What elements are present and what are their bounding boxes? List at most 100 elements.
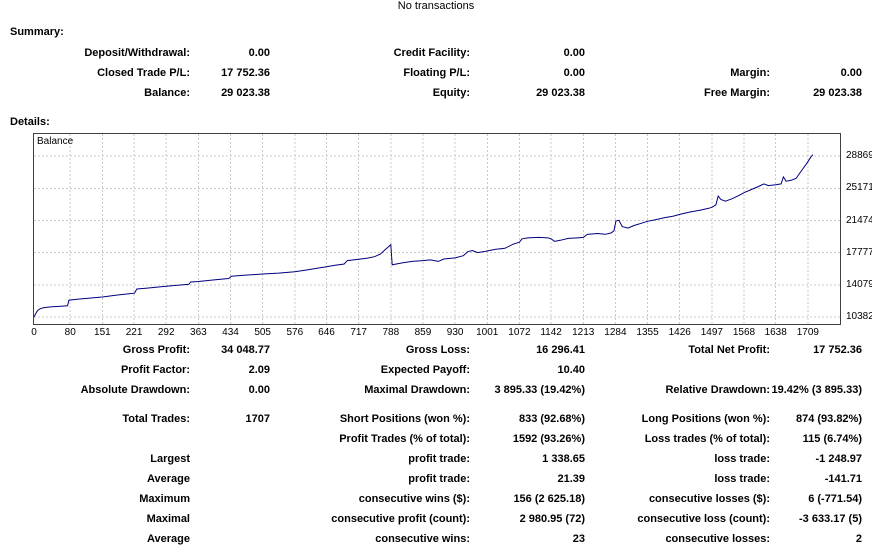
stat-label: Balance: — [144, 87, 190, 99]
balance-chart: Balance 10382 14079 17777 21474 25171 28869 0… — [31, 133, 872, 340]
stat-value: 0.00 — [563, 67, 585, 79]
table-row: Profit Factor: 2.09 Expected Payoff: 10.40 — [0, 360, 862, 380]
balance-line — [34, 154, 814, 318]
stat-value: 21.39 — [557, 473, 585, 485]
chart-plot-area: Balance — [33, 133, 841, 325]
x-axis-label: 576 — [286, 327, 304, 338]
summary-title: Summary: — [10, 26, 64, 38]
table-row: Largest profit trade: 1 338.65 loss trade: -… — [0, 449, 862, 469]
x-axis-label: 1142 — [540, 327, 562, 338]
stat-label: Loss trades (% of total): — [644, 433, 770, 445]
stat-value: 3 895.33 (19.42%) — [494, 384, 585, 396]
stat-label: consecutive losses: — [665, 533, 770, 545]
stat-value: 6 (-771.54) — [808, 493, 862, 505]
table-row: Maximum consecutive wins ($): 156 (2 625.1… — [0, 489, 862, 509]
stat-label: Gross Loss: — [405, 344, 470, 356]
y-axis-label: 17777 — [846, 246, 872, 258]
stat-label: Largest — [150, 453, 190, 465]
stat-value: 1592 (93.26%) — [512, 433, 585, 445]
x-axis-label: 1355 — [636, 327, 659, 338]
stat-value: 29 023.38 — [813, 87, 862, 99]
stat-value: 19.42% (3 895.33) — [771, 384, 862, 396]
stat-value: 0.00 — [248, 384, 270, 396]
stat-label: consecutive wins: — [375, 533, 470, 545]
table-row: Maximal consecutive profit (count): 2 980.… — [0, 509, 862, 529]
table-row: Profit Trades (% of total): 1592 (93.26%)… — [0, 429, 862, 449]
stat-value: 2 — [855, 533, 862, 545]
y-axis-label: 14079 — [846, 278, 872, 290]
stat-label: Absolute Drawdown: — [80, 384, 190, 396]
stat-value: 29 023.38 — [536, 87, 585, 99]
y-axis-label: 25171 — [846, 182, 872, 194]
stat-value: -3 633.17 (5) — [799, 513, 862, 525]
x-axis-label: 859 — [414, 327, 432, 338]
x-axis-label: 1426 — [668, 327, 691, 338]
stat-value — [190, 449, 270, 469]
stat-value — [770, 43, 862, 63]
stat-value — [190, 429, 270, 449]
x-axis-label: 1001 — [476, 327, 499, 338]
x-axis-label: 1284 — [604, 327, 627, 338]
stat-label: Short Positions (won %): — [339, 413, 470, 425]
table-row: Closed Trade P/L: 17 752.36 Floating P/L: 0… — [0, 63, 862, 83]
stat-value: 34 048.77 — [221, 344, 270, 356]
chart-series-label: Balance — [37, 136, 74, 147]
stat-value: 156 (2 625.18) — [513, 493, 585, 505]
x-axis-label: 717 — [350, 327, 367, 338]
stat-value: 16 296.41 — [536, 344, 585, 356]
no-transactions-note: No transactions — [397, 0, 475, 12]
stat-label: Margin: — [730, 67, 770, 79]
chart-gridlines — [34, 134, 840, 324]
stat-value — [190, 509, 270, 529]
stat-value: -141.71 — [824, 473, 862, 485]
y-axis-label: 10382 — [846, 311, 872, 323]
stat-label: Long Positions (won %): — [641, 413, 770, 425]
table-row: Gross Profit: 34 048.77 Gross Loss: 16 296.… — [0, 340, 862, 360]
y-axis-label: 28869 — [846, 150, 872, 162]
stat-value: 0.00 — [563, 47, 585, 59]
stat-label: consecutive wins ($): — [358, 493, 470, 505]
stat-label — [585, 360, 770, 380]
stat-label: Profit Factor: — [120, 364, 190, 376]
x-axis: 0 80 151 221 292 363 434 505 576 646 717 788 859 930 1… — [31, 327, 840, 340]
summary-table: Deposit/Withdrawal: 0.00 Credit Facility: 0… — [0, 43, 862, 103]
x-axis-label: 363 — [190, 327, 207, 338]
x-axis-label: 0 — [31, 327, 37, 338]
stat-value: 874 (93.82%) — [795, 413, 862, 425]
table-row: Absolute Drawdown: 0.00 Maximal Drawdown: 3… — [0, 380, 862, 400]
stats-table: Gross Profit: 34 048.77 Gross Loss: 16 296.… — [0, 340, 862, 549]
details-title: Details: — [10, 116, 50, 128]
x-axis-label: 221 — [125, 327, 143, 338]
x-axis-label: 505 — [254, 327, 271, 338]
stat-label: Total Net Profit: — [688, 344, 770, 356]
stat-label: consecutive loss (count): — [637, 513, 770, 525]
x-axis-label: 434 — [222, 327, 239, 338]
stat-value: 1707 — [245, 413, 270, 425]
stat-label: Profit Trades (% of total): — [339, 433, 470, 445]
x-axis-label: 930 — [446, 327, 464, 338]
stat-label: Maximal — [146, 513, 190, 525]
stat-label: Expected Payoff: — [380, 364, 470, 376]
stat-label: Free Margin: — [703, 87, 770, 99]
stat-label: Relative Drawdown: — [665, 384, 770, 396]
x-axis-label: 292 — [157, 327, 175, 338]
stat-label: profit trade: — [408, 473, 470, 485]
y-axis-label: 21474 — [846, 214, 872, 226]
table-row: Average profit trade: 21.39 loss trade: -141… — [0, 469, 862, 489]
stat-label: consecutive losses ($): — [648, 493, 770, 505]
stat-value: 833 (92.68%) — [518, 413, 585, 425]
x-axis-label: 788 — [382, 327, 400, 338]
table-row: Balance: 29 023.38 Equity: 29 023.38 Free Ma… — [0, 83, 862, 103]
stat-label: Closed Trade P/L: — [97, 67, 190, 79]
stat-value: -1 248.97 — [815, 453, 862, 465]
stat-value: 23 — [572, 533, 585, 545]
x-axis-label: 1497 — [700, 327, 723, 338]
stat-label: Maximal Drawdown: — [364, 384, 470, 396]
x-axis-label: 1213 — [572, 327, 595, 338]
stat-label: loss trade: — [714, 453, 770, 465]
table-row: Deposit/Withdrawal: 0.00 Credit Facility: 0… — [0, 43, 862, 63]
stat-value: 0.00 — [840, 67, 862, 79]
stat-label: Equity: — [432, 87, 470, 99]
x-axis-label: 1568 — [732, 327, 756, 338]
stat-label: Average — [146, 533, 190, 545]
